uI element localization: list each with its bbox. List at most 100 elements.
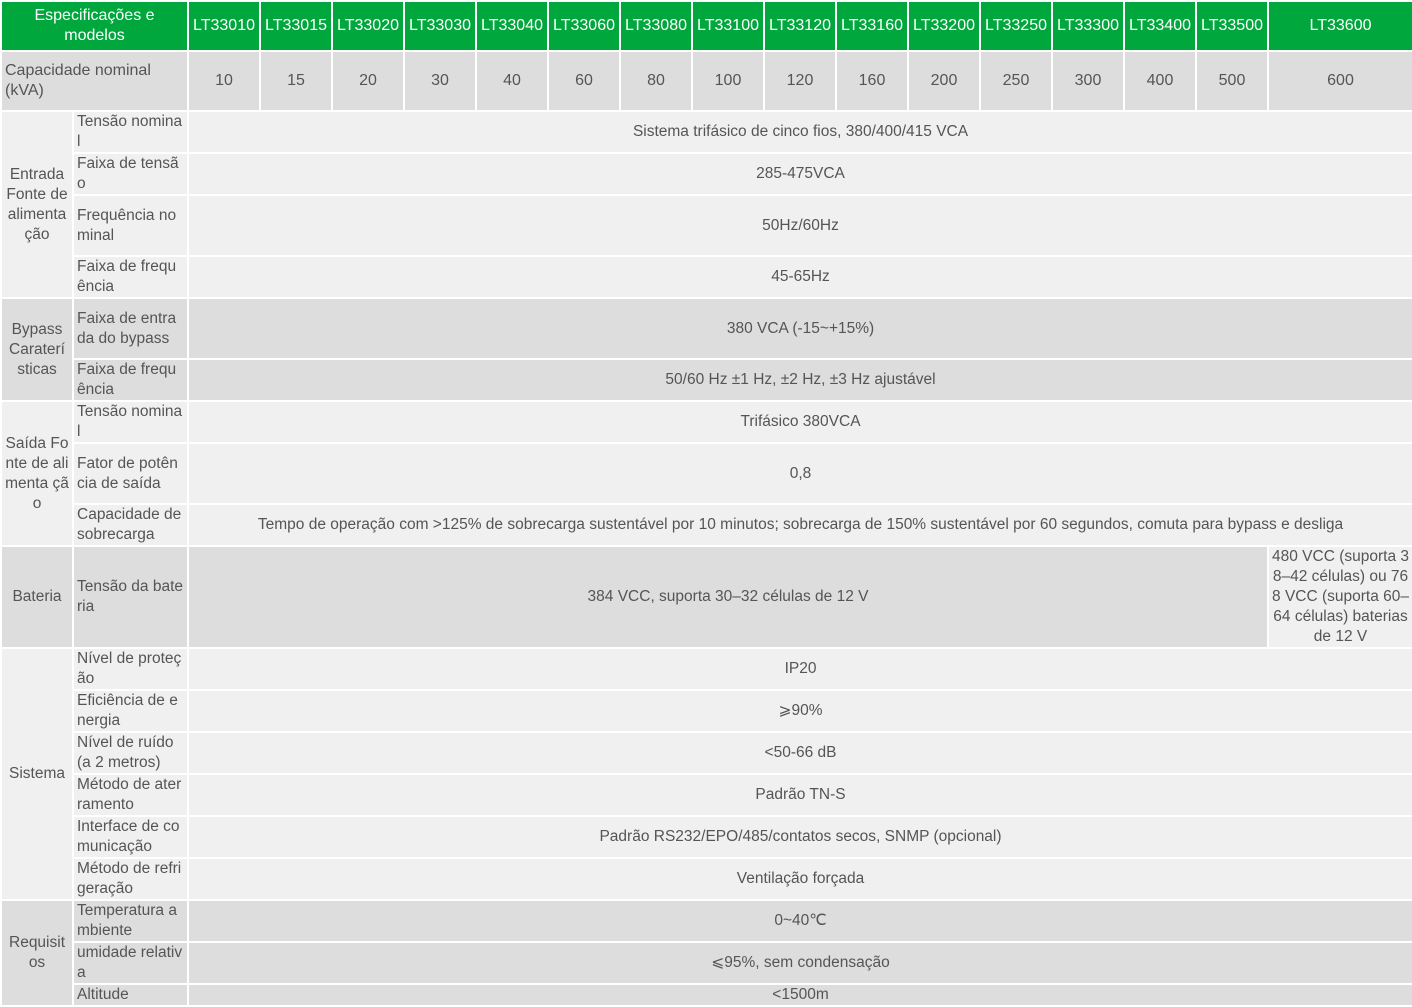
param-value: Sistema trifásico de cinco fios, 380/400…: [187, 110, 1412, 154]
capacity-value: 400: [1123, 50, 1198, 112]
table-row: umidade relativa ⩽95%, sem condensação: [1, 941, 1412, 985]
model-header: LT33015: [259, 0, 334, 52]
param-value: 384 VCC, suporta 30–32 células de 12 V: [187, 545, 1270, 649]
param-label: Capacidade de sobrecarga: [71, 503, 190, 547]
capacity-value: 40: [475, 50, 550, 112]
model-header: LT33400: [1123, 0, 1198, 52]
model-header: LT33200: [907, 0, 982, 52]
group-label: Entrada Fonte de alimenta ção: [0, 110, 74, 299]
table-row: Método de aterramento Padrão TN-S: [1, 773, 1412, 817]
param-label: Fator de potência de saída: [71, 442, 190, 505]
header-row: Especificações e modelos LT33010 LT33015 L…: [0, 0, 1412, 52]
param-value: 0~40℃: [187, 899, 1412, 943]
table-row: Método de refrigeração Ventilação forçada: [1, 857, 1412, 901]
table-row: Interface de comunicação Padrão RS232/EPO…: [1, 815, 1412, 859]
param-value: Trifásico 380VCA: [187, 400, 1412, 444]
param-value: 285-475VCA: [187, 152, 1412, 196]
capacity-value: 160: [835, 50, 910, 112]
param-value: 50/60 Hz ±1 Hz, ±2 Hz, ±3 Hz ajustável: [187, 358, 1412, 402]
param-label: Tensão nominal: [71, 400, 190, 444]
model-header: LT33300: [1051, 0, 1126, 52]
param-label: Temperatura ambiente: [71, 899, 190, 943]
param-label: Faixa de frequência: [71, 358, 190, 402]
param-value: Padrão RS232/EPO/485/contatos secos, SNM…: [187, 815, 1412, 859]
capacity-label: Capacidade nominal (kVA): [0, 50, 190, 112]
header-title: Especificações e modelos: [0, 0, 190, 52]
capacity-value: 600: [1267, 50, 1412, 112]
group-label: Saída Fonte de alimenta ção: [0, 400, 74, 547]
param-label: umidade relativa: [71, 941, 190, 985]
table-row: Bypass Caraterí sticas Faixa de entrada d…: [0, 297, 1412, 402]
param-value: 0,8: [187, 442, 1412, 505]
param-value: 50Hz/60Hz: [187, 194, 1412, 257]
table-row: Bateria Tensão da bateria 384 VCC, suporta…: [0, 545, 1412, 649]
table-row: Nível de ruído (a 2 metros) <50-66 dB: [1, 731, 1412, 775]
param-label: Faixa de entrada do bypass: [71, 297, 190, 360]
capacity-value: 120: [763, 50, 838, 112]
capacity-row: Capacidade nominal (kVA) 10 15 20 30 40 60 80 1…: [0, 50, 1412, 112]
model-header: LT33030: [403, 0, 478, 52]
param-label: Interface de comunicação: [71, 815, 190, 859]
table-row: Entrada Fonte de alimenta ção Tensão nomi…: [0, 110, 1412, 299]
capacity-value: 10: [187, 50, 262, 112]
table-row: Capacidade de sobrecarga Tempo de operaçã…: [1, 503, 1412, 547]
param-label: Nível de proteção: [71, 647, 190, 691]
model-header: LT33010: [187, 0, 262, 52]
param-value: 380 VCA (-15~+15%): [187, 297, 1412, 360]
param-value: ⩾90%: [187, 689, 1412, 733]
capacity-value: 100: [691, 50, 766, 112]
capacity-value: 60: [547, 50, 622, 112]
param-value: Padrão TN-S: [187, 773, 1412, 817]
model-header: LT33020: [331, 0, 406, 52]
capacity-value: 200: [907, 50, 982, 112]
model-header: LT33040: [475, 0, 550, 52]
table-row: Sistema Nível de proteção IP20: [0, 647, 1412, 901]
capacity-value: 500: [1195, 50, 1270, 112]
table-row: Eficiência de energia ⩾90%: [1, 689, 1412, 733]
param-label: Nível de ruído (a 2 metros): [71, 731, 190, 775]
table-row: Faixa de frequência 50/60 Hz ±1 Hz, ±2 Hz…: [1, 358, 1412, 402]
model-header: LT33500: [1195, 0, 1270, 52]
param-label: Tensão da bateria: [71, 545, 190, 649]
capacity-value: 300: [1051, 50, 1126, 112]
model-header: LT33600: [1267, 0, 1412, 52]
param-value: <50-66 dB: [187, 731, 1412, 775]
param-label: Eficiência de energia: [71, 689, 190, 733]
model-header: LT33120: [763, 0, 838, 52]
model-header: LT33160: [835, 0, 910, 52]
param-label: Faixa de tensão: [71, 152, 190, 196]
param-value: ⩽95%, sem condensação: [187, 941, 1412, 985]
table-row: Requisitos Temperatura ambiente 0~40℃: [0, 899, 1412, 1007]
param-label: Método de aterramento: [71, 773, 190, 817]
group-label: Bateria: [0, 545, 74, 649]
param-value: IP20: [187, 647, 1412, 691]
param-label: Altitude: [71, 983, 190, 1007]
capacity-value: 15: [259, 50, 334, 112]
param-value: Tempo de operação com >125% de sobrecarg…: [187, 503, 1412, 547]
table-row: Saída Fonte de alimenta ção Tensão nomina…: [0, 400, 1412, 547]
param-label: Método de refrigeração: [71, 857, 190, 901]
param-value: Ventilação forçada: [187, 857, 1412, 901]
model-header: LT33080: [619, 0, 694, 52]
param-value-lt33600: 480 VCC (suporta 38–42 células) ou 768 V…: [1267, 545, 1412, 649]
param-value: <1500m: [187, 983, 1412, 1007]
table-row: Frequência nominal 50Hz/60Hz: [1, 194, 1412, 257]
param-label: Faixa de frequência: [71, 255, 190, 299]
group-label: Bypass Caraterí sticas: [0, 297, 74, 402]
table-row: Faixa de frequência 45-65Hz: [1, 255, 1412, 299]
table-row: Altitude <1500m: [1, 983, 1412, 1007]
group-label: Requisitos: [0, 899, 74, 1007]
capacity-value: 80: [619, 50, 694, 112]
model-header: LT33100: [691, 0, 766, 52]
group-label: Sistema: [0, 647, 74, 901]
model-header: LT33250: [979, 0, 1054, 52]
table-row: Fator de potência de saída 0,8: [1, 442, 1412, 505]
capacity-value: 250: [979, 50, 1054, 112]
param-value: 45-65Hz: [187, 255, 1412, 299]
param-label: Tensão nominal: [71, 110, 190, 154]
param-label: Frequência nominal: [71, 194, 190, 257]
table-row: Faixa de tensão 285-475VCA: [1, 152, 1412, 196]
model-header: LT33060: [547, 0, 622, 52]
capacity-value: 30: [403, 50, 478, 112]
